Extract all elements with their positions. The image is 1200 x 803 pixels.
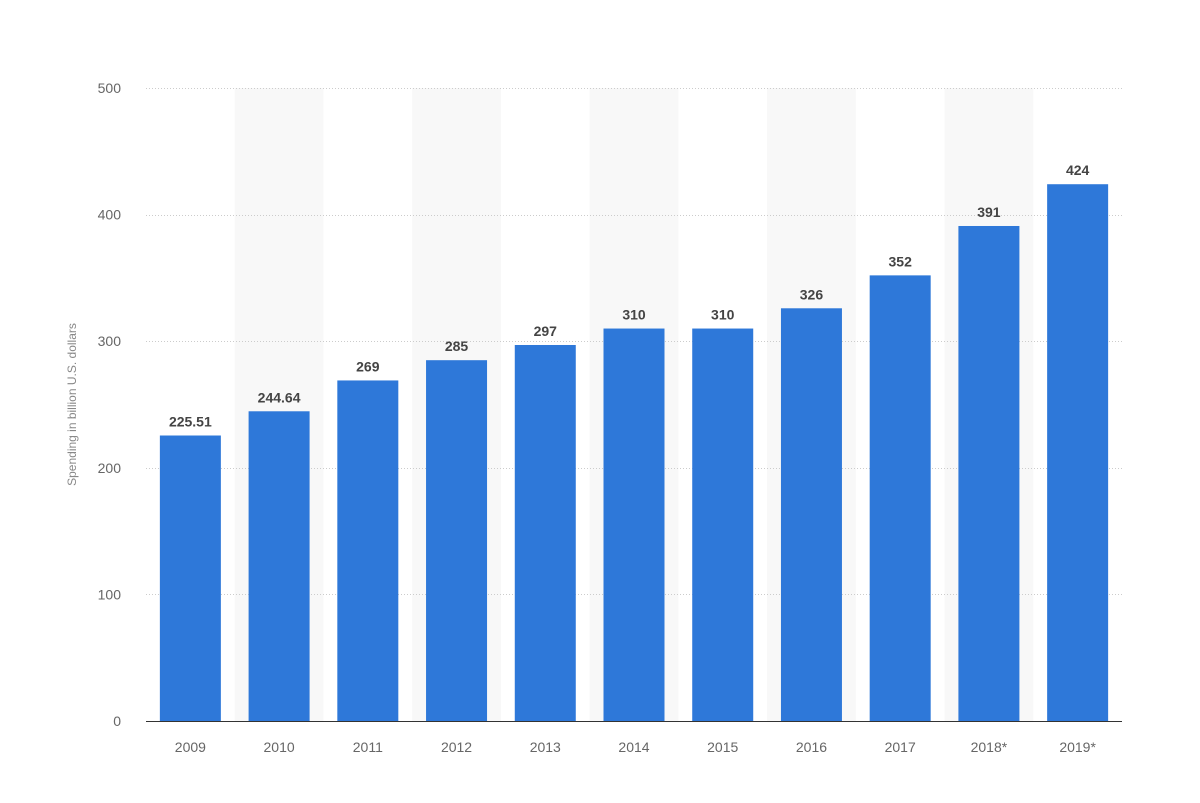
x-tick-label: 2018* <box>971 739 1008 755</box>
data-labels: 225.51 244.64 269 285 297 310 310 326 352 391 424 <box>169 162 1090 429</box>
x-tick-label: 2016 <box>796 739 827 755</box>
bar[interactable] <box>159 435 221 721</box>
bar[interactable] <box>603 328 665 721</box>
x-tick-label: 2012 <box>441 739 472 755</box>
x-tick-label: 2014 <box>618 739 649 755</box>
data-label: 310 <box>622 307 646 323</box>
y-tick-label: 500 <box>98 80 122 96</box>
bar[interactable] <box>692 328 754 721</box>
data-label: 225.51 <box>169 414 212 430</box>
bars <box>159 184 1109 721</box>
x-tick-label: 2010 <box>264 739 295 755</box>
data-label: 244.64 <box>258 389 301 405</box>
data-label: 326 <box>800 286 824 302</box>
bar[interactable] <box>248 411 310 721</box>
x-tick-label: 2015 <box>707 739 738 755</box>
y-axis-ticks: 0 100 200 300 400 500 <box>98 80 122 729</box>
x-tick-label: 2013 <box>530 739 561 755</box>
y-tick-label: 400 <box>98 207 122 223</box>
y-tick-label: 300 <box>98 333 122 349</box>
y-tick-label: 0 <box>113 713 121 729</box>
y-tick-label: 200 <box>98 460 122 476</box>
data-label: 285 <box>445 338 469 354</box>
bar[interactable] <box>958 225 1020 721</box>
x-tick-label: 2011 <box>353 739 383 755</box>
bar[interactable] <box>337 380 399 721</box>
y-axis-title: Spending in billion U.S. dollars <box>65 323 79 486</box>
bar[interactable] <box>514 344 576 721</box>
bar[interactable] <box>1047 184 1109 721</box>
data-label: 424 <box>1066 162 1090 178</box>
data-label: 352 <box>889 253 913 269</box>
data-label: 297 <box>534 323 558 339</box>
data-label: 269 <box>356 358 380 374</box>
x-axis-ticks: 2009 2010 2011 2012 2013 2014 2015 2016 2017 2018… <box>175 739 1097 755</box>
bar[interactable] <box>780 308 842 721</box>
y-tick-label: 100 <box>98 586 122 602</box>
bar[interactable] <box>426 360 488 721</box>
data-label: 310 <box>711 307 735 323</box>
x-tick-label: 2017 <box>885 739 916 755</box>
bar[interactable] <box>869 275 931 721</box>
x-tick-label: 2009 <box>175 739 206 755</box>
x-tick-label: 2019* <box>1059 739 1096 755</box>
data-label: 391 <box>977 204 1001 220</box>
